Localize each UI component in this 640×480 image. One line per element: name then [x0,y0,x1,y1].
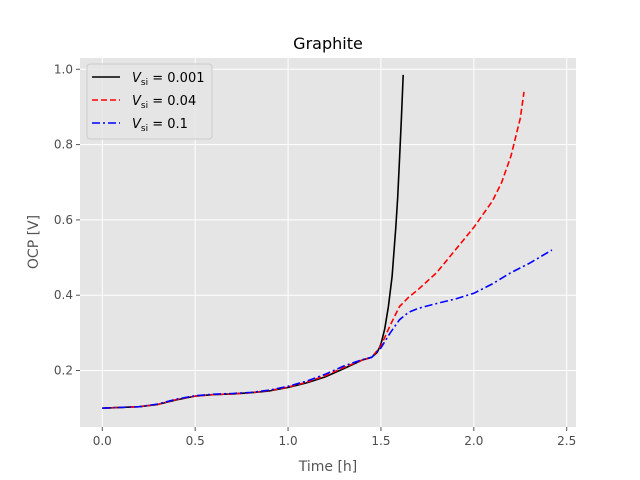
y-tick-label: 0.4 [54,288,73,302]
legend-var: V [132,117,142,132]
legend-eq: = 0.04 [148,94,196,109]
y-tick-label: 1.0 [54,62,73,76]
x-tick-label: 1.0 [279,434,298,448]
x-tick-label: 0.0 [93,434,112,448]
x-tick-label: 2.0 [464,434,483,448]
legend-eq: = 0.001 [148,71,204,86]
series-line-1 [102,74,404,409]
y-axis-label: OCP [V] [26,215,42,269]
legend-eq: = 0.1 [148,117,188,132]
legend-sub: si [141,124,148,134]
legend-sub: si [141,101,148,111]
series-line-2 [102,91,525,409]
ticks: 0.0 0.5 1.0 1.5 2.0 2.5 0.2 0.4 0.6 0.8 1.0 [54,62,576,448]
legend-sub: si [141,78,148,88]
y-tick-label: 0.8 [54,138,73,152]
x-axis-label: Time [h] [298,459,358,475]
legend-var: V [132,94,142,109]
legend-box [86,63,213,140]
series-group [102,74,553,409]
x-tick-label: 0.5 [186,434,205,448]
x-tick-label: 2.5 [557,434,576,448]
legend-label-1: Vsi = 0.001 [132,71,204,88]
grid [80,58,576,427]
y-tick-label: 0.2 [54,364,73,378]
legend-var: V [132,71,142,86]
y-tick-label: 0.6 [54,213,73,227]
chart-title: Graphite [293,34,363,53]
legend-label-3: Vsi = 0.1 [132,117,188,134]
series-line-3 [102,249,553,409]
legend-label-2: Vsi = 0.04 [132,94,196,111]
x-tick-label: 1.5 [371,434,390,448]
